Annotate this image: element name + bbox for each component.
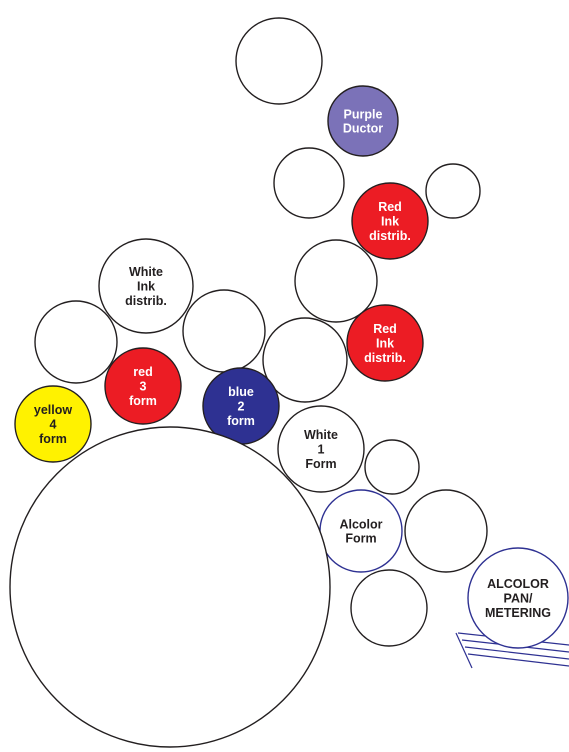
roller-group: PurpleDuctorRedInkdistrib.WhiteInkdistri… bbox=[9, 17, 569, 748]
roller-label-line: White bbox=[304, 428, 338, 442]
roller-circle bbox=[425, 163, 481, 219]
pan-line bbox=[455, 632, 473, 669]
roller-circle bbox=[182, 289, 266, 373]
roller-circle bbox=[277, 405, 365, 493]
roller-label-line: Alcolor bbox=[339, 517, 382, 531]
roller-center-white-roller bbox=[182, 289, 266, 373]
roller-circle bbox=[346, 304, 424, 382]
roller-label-line: METERING bbox=[485, 606, 551, 620]
roller-label-line: Red bbox=[378, 200, 402, 214]
roller-label-line: Red bbox=[373, 322, 397, 336]
roller-circle bbox=[98, 238, 194, 334]
roller-label-line: blue bbox=[228, 385, 254, 399]
roller-impression-cylinder bbox=[9, 426, 331, 748]
roller-label-line: distrib. bbox=[364, 351, 406, 365]
roller-circle bbox=[294, 239, 378, 323]
roller-label-line: Form bbox=[305, 457, 336, 471]
roller-label-line: PAN/ bbox=[504, 592, 533, 606]
roller-label-line: Ink bbox=[376, 337, 394, 351]
pan-line bbox=[464, 646, 569, 660]
roller-middle-white-roller bbox=[294, 239, 378, 323]
roller-label-line: red bbox=[133, 365, 152, 379]
roller-small-right-roller bbox=[425, 163, 481, 219]
roller-label-line: form bbox=[39, 432, 67, 446]
roller-circle bbox=[351, 182, 429, 260]
roller-label-line: 3 bbox=[140, 380, 147, 394]
roller-circle bbox=[262, 317, 348, 403]
roller-label-line: form bbox=[227, 414, 255, 428]
roller-circle bbox=[327, 85, 399, 157]
roller-label-line: 4 bbox=[50, 418, 57, 432]
roller-circle bbox=[104, 347, 182, 425]
roller-label-line: form bbox=[129, 394, 157, 408]
roller-label-line: Form bbox=[345, 532, 376, 546]
roller-label-line: Ductor bbox=[343, 122, 383, 136]
roller-label-line: White bbox=[129, 265, 163, 279]
roller-top-roller bbox=[235, 17, 323, 105]
roller-label-line: Ink bbox=[137, 280, 155, 294]
roller-lower-right-roller bbox=[404, 489, 488, 573]
roller-label-line: distrib. bbox=[369, 229, 411, 243]
roller-bottom-roller bbox=[350, 569, 428, 647]
roller-label-line: yellow bbox=[34, 403, 72, 417]
roller-circle bbox=[9, 426, 331, 748]
roller-circle bbox=[404, 489, 488, 573]
pan-line bbox=[467, 653, 569, 667]
roller-label-line: distrib. bbox=[125, 294, 167, 308]
roller-circle bbox=[350, 569, 428, 647]
roller-circle bbox=[467, 547, 569, 649]
roller-circle bbox=[14, 385, 92, 463]
roller-label-line: ALCOLOR bbox=[487, 577, 549, 591]
roller-circle bbox=[364, 439, 420, 495]
roller-left-white-roller bbox=[34, 300, 118, 384]
roller-label-line: Ink bbox=[381, 215, 399, 229]
roller-circle bbox=[34, 300, 118, 384]
roller-label-line: 1 bbox=[318, 443, 325, 457]
roller-circle bbox=[273, 147, 345, 219]
roller-circle bbox=[235, 17, 323, 105]
roller-label-line: 2 bbox=[238, 400, 245, 414]
roller-right-center-white-roller bbox=[262, 317, 348, 403]
roller-small-lower-roller bbox=[364, 439, 420, 495]
roller-label-line: Purple bbox=[344, 107, 383, 121]
roller-upper-white-roller bbox=[273, 147, 345, 219]
